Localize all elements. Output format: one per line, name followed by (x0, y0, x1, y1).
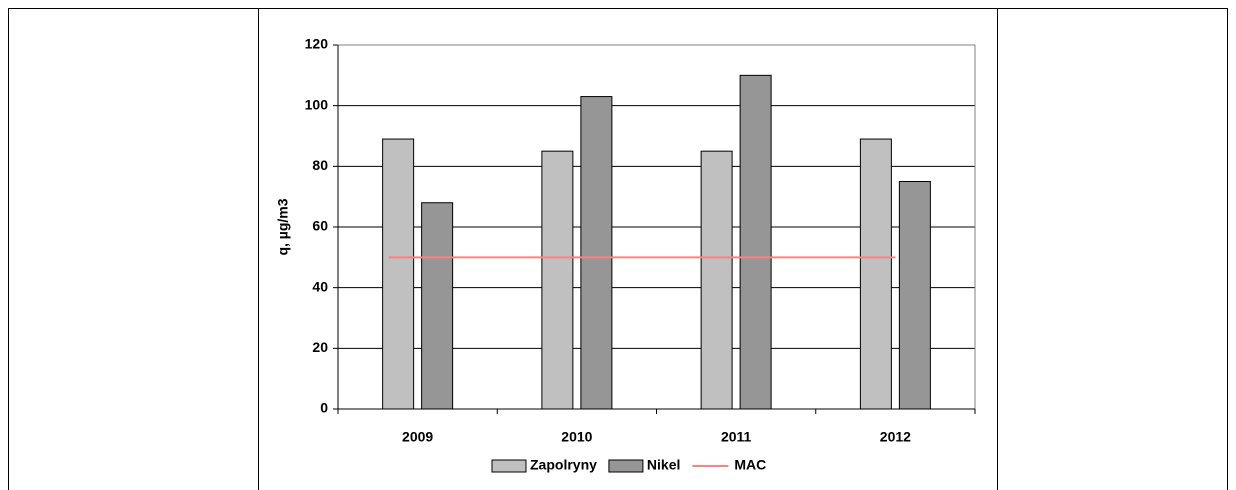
legend-swatch (491, 459, 527, 473)
bar (580, 96, 613, 410)
y-tick-label: 120 (305, 36, 329, 52)
y-axis-label: q, µg/m3 (275, 198, 291, 255)
legend-label: Zapolryny (530, 457, 597, 473)
y-tick-label: 60 (312, 218, 328, 234)
y-tick-label: 80 (312, 157, 328, 173)
legend-swatch (608, 459, 644, 473)
x-tick-label: 2009 (402, 429, 433, 445)
bar (898, 181, 931, 410)
y-tick-label: 40 (312, 278, 328, 294)
bar (700, 150, 733, 410)
x-tick-label: 2012 (880, 429, 911, 445)
y-tick-label: 20 (312, 339, 328, 355)
x-tick-label: 2011 (721, 429, 752, 445)
bar (421, 202, 454, 410)
bar (739, 74, 772, 410)
bar (541, 150, 574, 410)
y-tick-label: 0 (320, 400, 328, 416)
x-tick-label: 2010 (561, 429, 592, 445)
bar (859, 138, 892, 410)
y-tick-label: 100 (305, 96, 329, 112)
bar (382, 138, 415, 410)
legend-label: MAC (734, 457, 766, 473)
legend-label: Nikel (647, 457, 680, 473)
